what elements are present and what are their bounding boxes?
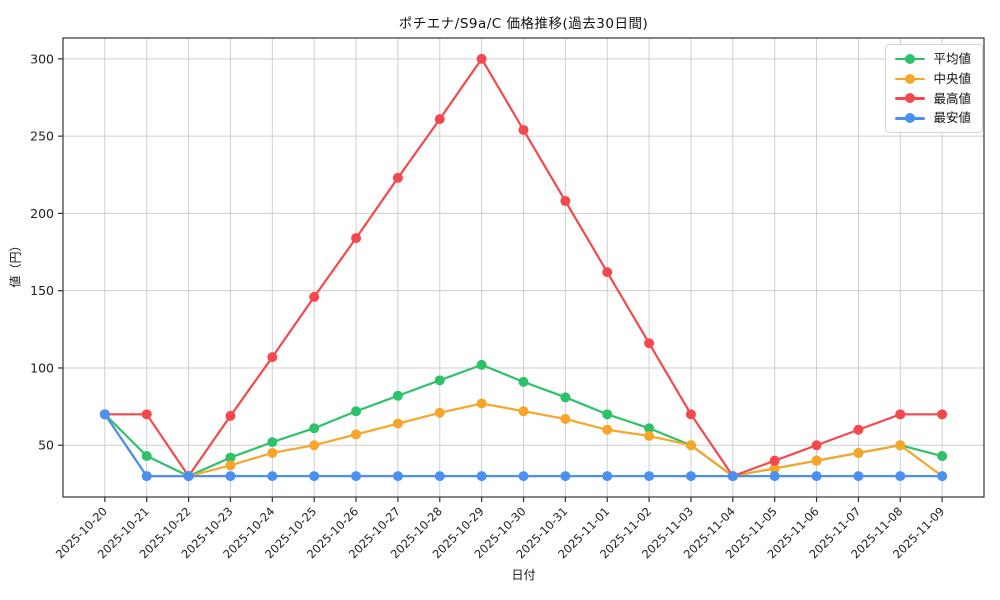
data-point	[560, 471, 571, 482]
data-point	[309, 471, 320, 482]
legend-item-median: 中央値	[895, 70, 971, 86]
legend-label: 最高値	[933, 90, 971, 106]
data-point	[685, 409, 696, 420]
data-point	[309, 440, 320, 451]
y-axis-label: 値（円）	[8, 239, 23, 288]
data-point	[602, 424, 613, 435]
data-point	[518, 406, 529, 417]
data-point	[351, 233, 362, 244]
legend-label: 中央値	[933, 70, 971, 86]
data-point	[518, 376, 529, 387]
data-point	[602, 409, 613, 420]
data-point	[602, 471, 613, 482]
data-point	[685, 440, 696, 451]
data-point	[602, 267, 613, 278]
data-point	[476, 471, 487, 482]
data-point	[769, 455, 780, 466]
data-point	[267, 471, 278, 482]
data-point	[434, 407, 445, 418]
data-point	[518, 124, 529, 135]
x-axis-label: 日付	[511, 568, 536, 582]
legend-label: 平均値	[933, 51, 971, 66]
data-point	[895, 440, 906, 451]
data-point	[392, 390, 403, 401]
data-point	[267, 447, 278, 458]
y-tick-label: 100	[30, 360, 54, 375]
data-point	[476, 53, 487, 64]
legend-item-min: 最安値	[895, 111, 971, 125]
data-point	[685, 471, 696, 482]
data-point	[895, 409, 906, 420]
data-point	[267, 437, 278, 448]
data-point	[644, 423, 655, 434]
data-point	[937, 471, 948, 482]
data-point	[141, 451, 152, 462]
data-point	[141, 471, 152, 482]
data-point	[644, 338, 655, 349]
data-point	[811, 440, 822, 451]
data-point	[853, 424, 864, 435]
data-point	[225, 410, 236, 421]
data-point	[476, 398, 487, 409]
data-point	[811, 455, 822, 466]
legend-item-max: 最高値	[895, 90, 971, 106]
data-point	[267, 352, 278, 363]
data-point	[811, 471, 822, 482]
y-tick-label: 50	[38, 438, 54, 453]
data-point	[225, 471, 236, 482]
data-point	[351, 471, 362, 482]
average-line-marker-icon	[895, 53, 926, 64]
data-point	[141, 409, 152, 420]
data-point	[476, 359, 487, 370]
data-point	[183, 471, 194, 482]
data-point	[769, 463, 780, 474]
data-point	[225, 460, 236, 471]
data-point	[434, 471, 445, 482]
data-point	[392, 418, 403, 429]
data-point	[644, 471, 655, 482]
y-tick-label: 200	[30, 206, 54, 221]
data-point	[351, 429, 362, 440]
data-point	[434, 114, 445, 125]
data-point	[727, 471, 738, 482]
min-line-marker-icon	[895, 113, 926, 124]
data-point	[560, 413, 571, 424]
data-point	[853, 447, 864, 458]
data-point	[309, 423, 320, 434]
data-point	[392, 172, 403, 183]
chart-title: ポチエナ/S9a/C 価格推移(過去30日間)	[398, 16, 649, 32]
data-point	[853, 471, 864, 482]
data-point	[560, 392, 571, 403]
data-point	[309, 291, 320, 302]
data-point	[351, 406, 362, 417]
legend-label: 最安値	[933, 110, 971, 126]
data-point	[434, 375, 445, 386]
data-point	[518, 471, 529, 482]
data-point	[937, 409, 948, 420]
data-point	[392, 471, 403, 482]
data-point	[769, 471, 780, 482]
data-point	[644, 430, 655, 441]
max-line-marker-icon	[895, 93, 926, 104]
y-tick-label: 150	[30, 283, 54, 298]
data-point	[895, 471, 906, 482]
y-tick-label: 300	[30, 51, 54, 66]
legend-item-average: 平均値	[895, 52, 971, 66]
y-tick-label: 250	[30, 129, 54, 144]
legend: 平均値 中央値 最高値 最安値	[885, 44, 983, 133]
data-point	[937, 451, 948, 462]
median-line-marker-icon	[895, 73, 926, 84]
data-point	[225, 452, 236, 463]
data-point	[560, 196, 571, 207]
data-point	[99, 409, 110, 420]
